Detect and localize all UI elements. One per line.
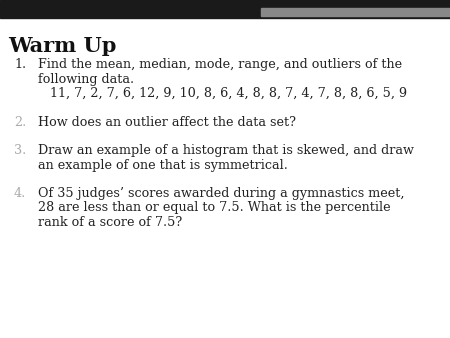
Text: 4.: 4.: [14, 187, 26, 200]
Bar: [261, 8, 450, 16]
Text: 2.: 2.: [14, 116, 26, 128]
Text: Find the mean, median, mode, range, and outliers of the: Find the mean, median, mode, range, and …: [38, 58, 402, 71]
Text: Draw an example of a histogram that is skewed, and draw: Draw an example of a histogram that is s…: [38, 144, 414, 157]
Text: Of 35 judges’ scores awarded during a gymnastics meet,: Of 35 judges’ scores awarded during a gy…: [38, 187, 405, 200]
Text: 1.: 1.: [14, 58, 26, 71]
Text: following data.: following data.: [38, 72, 134, 86]
Text: How does an outlier affect the data set?: How does an outlier affect the data set?: [38, 116, 296, 128]
Bar: [0, 0, 450, 18]
Text: 3.: 3.: [14, 144, 26, 157]
Text: 11, 7, 2, 7, 6, 12, 9, 10, 8, 6, 4, 8, 8, 7, 4, 7, 8, 8, 6, 5, 9: 11, 7, 2, 7, 6, 12, 9, 10, 8, 6, 4, 8, 8…: [38, 87, 407, 100]
Text: an example of one that is symmetrical.: an example of one that is symmetrical.: [38, 159, 288, 171]
Text: Warm Up: Warm Up: [8, 36, 117, 56]
Text: 28 are less than or equal to 7.5. What is the percentile: 28 are less than or equal to 7.5. What i…: [38, 201, 391, 215]
Text: rank of a score of 7.5?: rank of a score of 7.5?: [38, 216, 182, 229]
